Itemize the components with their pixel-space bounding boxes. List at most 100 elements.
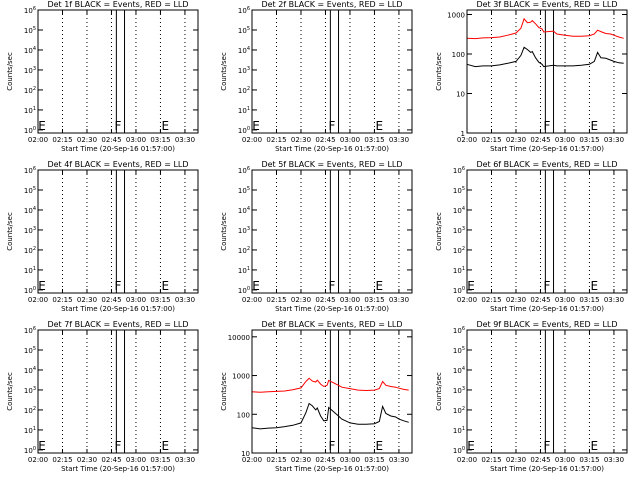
y-tick-label: 1000 bbox=[232, 373, 250, 381]
y-tick-label: 1000 bbox=[447, 12, 465, 20]
lld-rate-line bbox=[251, 377, 409, 393]
marker-label-f: F bbox=[329, 119, 336, 133]
panel-title: Det 3f BLACK = Events, RED = LLD bbox=[476, 0, 617, 9]
marker-label-f: F bbox=[544, 439, 551, 453]
x-axis-label: Start Time (20-Sep-16 01:57:00) bbox=[490, 465, 604, 473]
x-tick-label: 02:30 bbox=[77, 456, 97, 464]
y-tick-label: 100 bbox=[238, 126, 250, 135]
x-tick-label: 02:45 bbox=[530, 136, 550, 144]
detector-panel-4: Det 4f BLACK = Events, RED = LLD 02:00 02:… bbox=[6, 160, 199, 313]
marker-label-e: E bbox=[591, 439, 599, 453]
y-tick-label: 104 bbox=[24, 366, 36, 375]
panel-title: Det 5f BLACK = Events, RED = LLD bbox=[261, 160, 402, 169]
y-tick-label: 104 bbox=[453, 206, 465, 215]
y-tick-label: 100 bbox=[452, 51, 465, 59]
y-tick-label: 103 bbox=[24, 386, 36, 395]
x-tick-label: 02:15 bbox=[481, 456, 501, 464]
x-tick-label: 03:30 bbox=[175, 136, 195, 144]
x-tick-label: 02:00 bbox=[242, 296, 262, 304]
x-tick-label: 02:00 bbox=[242, 456, 262, 464]
y-axis-label: Counts/sec bbox=[6, 212, 14, 251]
x-axis-label: Start Time (20-Sep-16 01:57:00) bbox=[275, 145, 389, 153]
x-tick-label: 02:30 bbox=[77, 296, 97, 304]
y-tick-label: 101 bbox=[453, 426, 465, 435]
panel-title: Det 2f BLACK = Events, RED = LLD bbox=[261, 0, 402, 9]
x-tick-label: 02:45 bbox=[101, 296, 121, 304]
y-tick-label: 101 bbox=[24, 106, 36, 115]
x-tick-label: 03:30 bbox=[389, 456, 409, 464]
plot-frame bbox=[251, 9, 413, 134]
detector-panel-2: Det 2f BLACK = Events, RED = LLD 02:00 02:… bbox=[220, 0, 413, 153]
panel-title: Det 7f BLACK = Events, RED = LLD bbox=[47, 320, 188, 329]
panel-title: Det 8f BLACK = Events, RED = LLD bbox=[261, 320, 402, 329]
x-tick-label: 03:15 bbox=[150, 296, 170, 304]
x-tick-label: 03:15 bbox=[579, 296, 599, 304]
x-tick-label: 02:45 bbox=[101, 136, 121, 144]
y-tick-label: 106 bbox=[238, 166, 250, 175]
plot-frame bbox=[37, 169, 199, 294]
y-tick-label: 105 bbox=[238, 26, 250, 35]
marker-label-e: E bbox=[376, 119, 384, 133]
x-tick-label: 02:30 bbox=[506, 456, 526, 464]
y-axis-label: Counts/sec bbox=[6, 52, 14, 91]
marker-label-e-left: E bbox=[38, 119, 46, 133]
y-tick-label: 102 bbox=[24, 406, 36, 415]
detector-panel-7: Det 7f BLACK = Events, RED = LLD 02:00 02:… bbox=[6, 320, 199, 473]
y-tick-label: 10000 bbox=[228, 334, 250, 342]
y-tick-label: 101 bbox=[238, 106, 250, 115]
plot-frame bbox=[251, 169, 413, 294]
events-rate-line bbox=[251, 402, 409, 430]
x-tick-label: 03:00 bbox=[340, 136, 360, 144]
detector-panel-6: Det 6f BLACK = Events, RED = LLD 02:00 02:… bbox=[435, 160, 628, 313]
x-tick-label: 03:00 bbox=[126, 136, 146, 144]
marker-label-f: F bbox=[329, 279, 336, 293]
marker-label-f: F bbox=[115, 279, 122, 293]
x-tick-label: 03:00 bbox=[340, 296, 360, 304]
y-tick-label: 103 bbox=[453, 226, 465, 235]
x-tick-label: 03:00 bbox=[340, 456, 360, 464]
x-tick-label: 02:00 bbox=[28, 136, 48, 144]
y-axis-label: Counts/sec bbox=[220, 212, 228, 251]
y-tick-label: 100 bbox=[24, 446, 36, 455]
x-tick-label: 02:15 bbox=[481, 136, 501, 144]
marker-label-e: E bbox=[591, 279, 599, 293]
y-tick-label: 102 bbox=[453, 406, 465, 415]
marker-label-e: E bbox=[162, 279, 170, 293]
plot-frame bbox=[37, 329, 199, 454]
x-tick-label: 03:15 bbox=[364, 456, 384, 464]
marker-label-e-left: E bbox=[252, 279, 260, 293]
plot-frame bbox=[466, 329, 628, 454]
y-tick-label: 103 bbox=[24, 226, 36, 235]
y-tick-label: 102 bbox=[24, 246, 36, 255]
y-tick-label: 101 bbox=[24, 426, 36, 435]
marker-label-e: E bbox=[162, 439, 170, 453]
x-tick-label: 02:00 bbox=[28, 456, 48, 464]
y-tick-label: 105 bbox=[453, 186, 465, 195]
detector-panel-8: Det 8f BLACK = Events, RED = LLD 02:00 02:… bbox=[220, 320, 413, 473]
y-tick-label: 10 bbox=[241, 450, 250, 458]
y-tick-label: 105 bbox=[24, 346, 36, 355]
y-tick-label: 100 bbox=[238, 286, 250, 295]
y-axis-label: Counts/sec bbox=[220, 52, 228, 91]
x-axis-label: Start Time (20-Sep-16 01:57:00) bbox=[490, 305, 604, 313]
y-tick-label: 102 bbox=[238, 86, 250, 95]
y-tick-label: 100 bbox=[453, 286, 465, 295]
x-tick-label: 02:30 bbox=[291, 136, 311, 144]
y-tick-label: 102 bbox=[24, 86, 36, 95]
marker-label-e-left: E bbox=[38, 279, 46, 293]
x-tick-label: 03:00 bbox=[555, 456, 575, 464]
x-axis-label: Start Time (20-Sep-16 01:57:00) bbox=[61, 465, 175, 473]
y-tick-label: 101 bbox=[238, 266, 250, 275]
x-axis-label: Start Time (20-Sep-16 01:57:00) bbox=[61, 145, 175, 153]
y-axis-label: Counts/sec bbox=[6, 372, 14, 411]
x-tick-label: 03:30 bbox=[604, 136, 624, 144]
x-axis-label: Start Time (20-Sep-16 01:57:00) bbox=[61, 305, 175, 313]
x-tick-label: 02:45 bbox=[530, 296, 550, 304]
x-tick-label: 02:45 bbox=[315, 136, 335, 144]
x-axis-label: Start Time (20-Sep-16 01:57:00) bbox=[275, 465, 389, 473]
marker-label-f: F bbox=[544, 119, 551, 133]
marker-label-f: F bbox=[329, 439, 336, 453]
x-tick-label: 03:30 bbox=[604, 456, 624, 464]
x-tick-label: 03:30 bbox=[389, 296, 409, 304]
